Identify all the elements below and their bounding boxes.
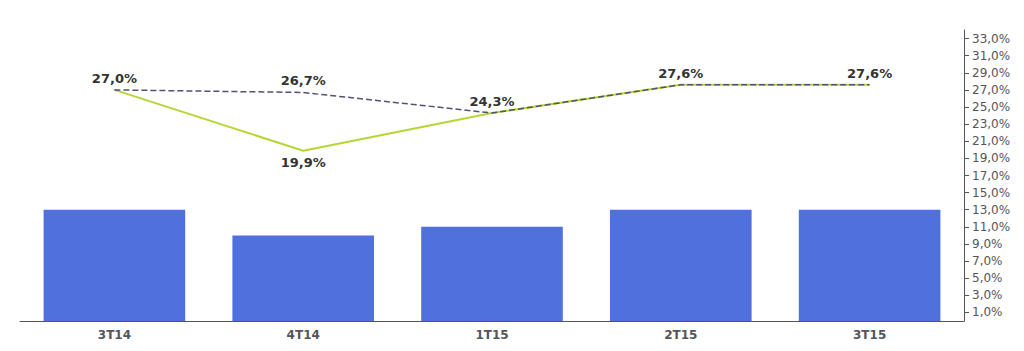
svg-text:1T15: 1T15 [475,328,508,342]
svg-text:19,9%: 19,9% [281,155,326,170]
svg-text:3T14: 3T14 [98,328,131,342]
svg-text:5,0%: 5,0% [972,271,1003,285]
svg-text:27,6%: 27,6% [658,66,703,81]
svg-text:15,0%: 15,0% [972,186,1010,200]
svg-text:31,0%: 31,0% [972,49,1010,63]
svg-text:27,0%: 27,0% [972,83,1010,97]
svg-text:27,6%: 27,6% [847,66,892,81]
svg-text:3,0%: 3,0% [972,288,1003,302]
svg-text:21,0%: 21,0% [972,134,1010,148]
svg-text:27,0%: 27,0% [92,71,137,86]
svg-text:9,0%: 9,0% [972,237,1003,251]
svg-text:33,0%: 33,0% [972,32,1010,46]
svg-text:24,3%: 24,3% [469,94,514,109]
svg-text:1,0%: 1,0% [972,305,1003,319]
svg-text:29,0%: 29,0% [972,66,1010,80]
svg-text:13,0%: 13,0% [972,203,1010,217]
svg-text:3T15: 3T15 [853,328,886,342]
svg-text:7,0%: 7,0% [972,254,1003,268]
svg-text:25,0%: 25,0% [972,100,1010,114]
svg-text:17,0%: 17,0% [972,169,1010,183]
svg-text:23,0%: 23,0% [972,117,1010,131]
svg-text:11,0%: 11,0% [972,220,1010,234]
svg-text:2T15: 2T15 [664,328,697,342]
svg-text:4T14: 4T14 [287,328,320,342]
svg-text:19,0%: 19,0% [972,151,1010,165]
svg-text:26,7%: 26,7% [281,73,326,88]
